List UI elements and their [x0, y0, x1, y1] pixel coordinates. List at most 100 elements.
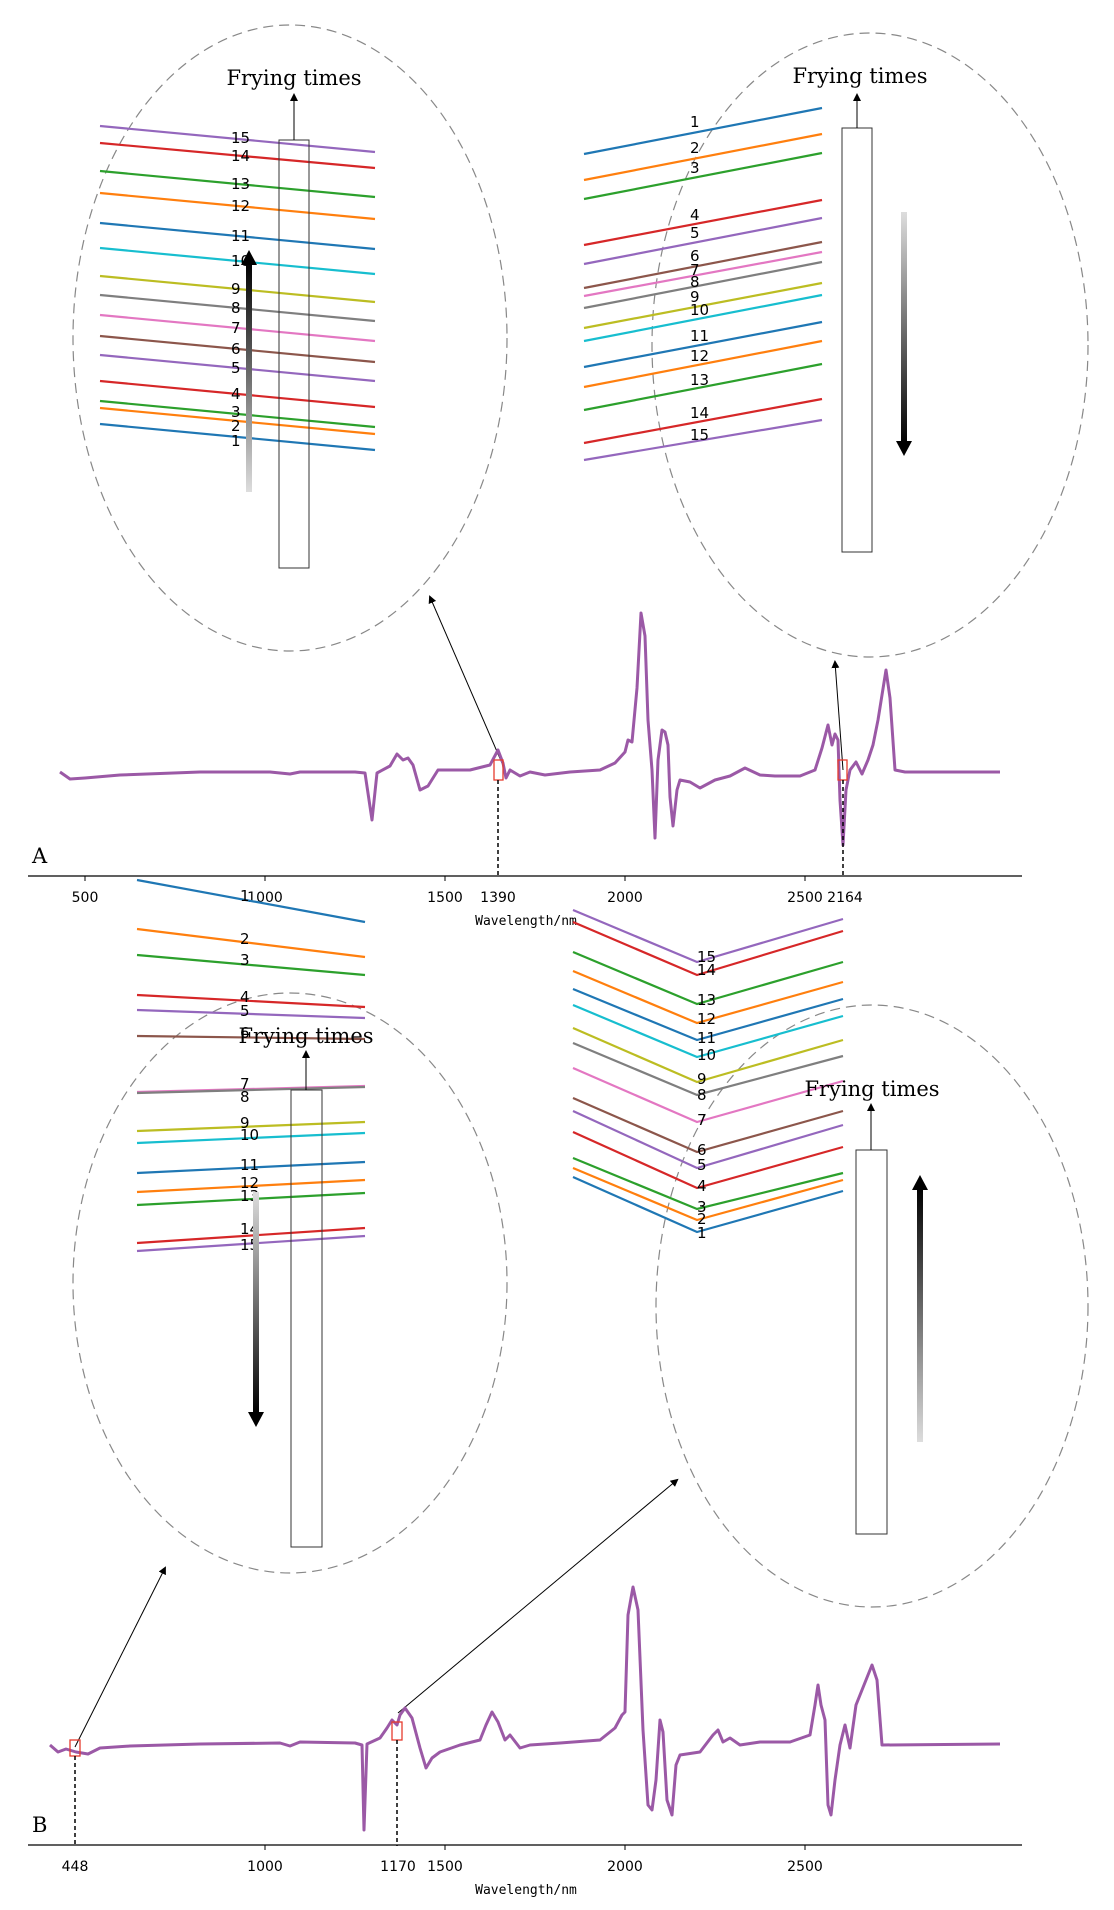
trend-arrow-down-icon [248, 1412, 264, 1427]
series-line-14 [136, 1226, 366, 1245]
series-label-7: 7 [690, 261, 700, 279]
series-label-2: 2 [690, 139, 700, 157]
x-tick-label: 1500 [427, 890, 463, 906]
series-line-9 [136, 1120, 366, 1133]
series-label-8: 8 [690, 273, 700, 291]
series-label-8: 8 [231, 299, 241, 317]
marked-wavelength: 448 [62, 1859, 89, 1875]
series-label-5: 5 [240, 1002, 250, 1020]
series-label-2: 2 [240, 930, 250, 948]
series-line-4 [136, 993, 366, 1009]
series-line-8 [583, 260, 823, 310]
zoom-connector [428, 595, 506, 771]
spectrum-line [59, 611, 1000, 847]
x-axis-label: Wavelength/nm [475, 1883, 577, 1898]
series-line-3 [583, 151, 823, 201]
series-label-7: 7 [231, 319, 241, 337]
trend-arrow-down-icon [896, 441, 912, 456]
series-line-8 [136, 1085, 366, 1095]
series-label-3: 3 [690, 159, 700, 177]
series-line-1 [583, 106, 823, 156]
series-line-13 [583, 362, 823, 412]
series-line-6 [136, 1034, 366, 1041]
series-line-13 [136, 1191, 366, 1207]
series-label-8: 8 [240, 1088, 250, 1106]
series-label-5: 5 [697, 1156, 707, 1174]
series-label-6: 6 [240, 1024, 250, 1042]
series-line-14 [572, 920, 844, 977]
x-tick-label: 500 [72, 890, 99, 906]
series-label-5: 5 [231, 359, 241, 377]
series-label-9: 9 [240, 1114, 250, 1132]
marked-wavelength: 1170 [380, 1859, 416, 1875]
series-line-10 [572, 1003, 844, 1059]
series-line-1 [99, 422, 376, 452]
inset-title: Frying times [226, 66, 361, 90]
series-label-4: 4 [240, 988, 250, 1006]
inset-ellipse [651, 32, 1089, 658]
series-line-9 [99, 274, 376, 304]
x-tick-label: 1000 [247, 1859, 283, 1875]
series-line-5 [99, 353, 376, 383]
series-label-1: 1 [697, 1224, 707, 1242]
series-label-6: 6 [231, 340, 241, 358]
series-line-12 [572, 969, 844, 1025]
series-label-15: 15 [697, 948, 716, 966]
series-line-7 [572, 1066, 844, 1124]
trend-arrow-shaft [901, 212, 907, 444]
series-line-15 [99, 124, 376, 154]
series-line-11 [99, 221, 376, 251]
series-label-12: 12 [231, 197, 250, 215]
series-label-7: 7 [697, 1111, 707, 1129]
spectrum-line [49, 1585, 1001, 1832]
series-label-4: 4 [231, 385, 241, 403]
series-line-13 [99, 169, 376, 199]
series-label-13: 13 [690, 371, 709, 389]
series-line-2 [136, 927, 366, 959]
series-label-5: 5 [690, 224, 700, 242]
series-line-14 [99, 141, 376, 170]
series-line-11 [583, 320, 823, 369]
series-label-9: 9 [697, 1070, 707, 1088]
marked-wavelength: 2164 [827, 890, 863, 906]
x-tick-label: 2500 [787, 890, 823, 906]
series-line-15 [136, 1234, 366, 1253]
series-line-13 [572, 950, 844, 1006]
series-label-11: 11 [240, 1156, 259, 1174]
series-label-8: 8 [697, 1086, 707, 1104]
x-tick-label: 2000 [607, 1859, 643, 1875]
series-label-11: 11 [690, 327, 709, 345]
series-label-4: 4 [697, 1177, 707, 1195]
panel-label: A [31, 844, 48, 868]
marked-wavelength: 1390 [480, 890, 516, 906]
series-line-5 [136, 1008, 366, 1020]
series-label-4: 4 [690, 206, 700, 224]
x-tick-label: 1500 [427, 1859, 463, 1875]
series-line-2 [99, 406, 376, 436]
x-tick-label: 2500 [787, 1859, 823, 1875]
series-label-12: 12 [240, 1174, 259, 1192]
series-line-10 [99, 246, 376, 276]
series-line-7 [99, 313, 376, 343]
x-axis-label: Wavelength/nm [475, 914, 577, 929]
series-line-11 [136, 1160, 366, 1175]
series-label-3: 3 [697, 1198, 707, 1216]
series-line-1 [572, 1175, 844, 1234]
series-label-13: 13 [697, 991, 716, 1009]
series-line-8 [572, 1041, 844, 1097]
series-line-7 [583, 250, 823, 298]
series-line-3 [99, 399, 376, 429]
inset-title: Frying times [804, 1077, 939, 1101]
series-line-12 [583, 339, 823, 389]
series-line-4 [583, 198, 823, 247]
series-label-11: 11 [231, 227, 250, 245]
series-line-9 [583, 281, 823, 330]
series-label-10: 10 [231, 252, 250, 270]
series-label-9: 9 [231, 280, 241, 298]
series-line-9 [572, 1026, 844, 1084]
